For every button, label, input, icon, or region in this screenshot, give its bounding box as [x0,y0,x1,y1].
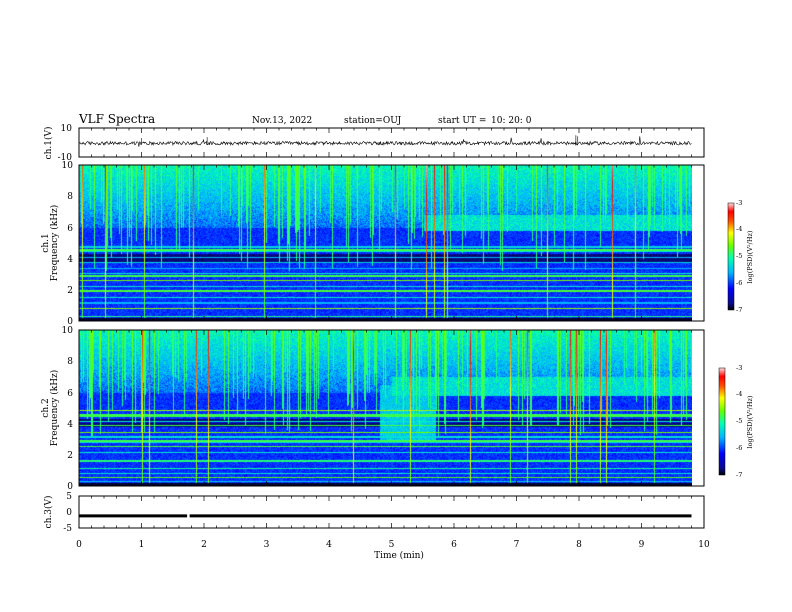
ch2-freq-tick-6: 6 [67,389,73,399]
x-tick-label: 1 [139,540,145,550]
ch3-ytick-mid: 0 [66,508,72,518]
ch2-colorbar: -3 -4 -5 -6 -7 log(PSD)(V²/Hz) [718,364,754,479]
x-tick-label: 6 [451,540,457,550]
ch1-spectrogram-image [79,165,692,321]
ch1-colorbar-tick-5: -5 [736,252,742,260]
x-tick-label: 3 [264,540,270,550]
x-tick-label: 9 [639,540,645,550]
ch2-freq-tick-10: 10 [62,326,74,336]
ch1-colorbar-tick-4: -4 [736,225,742,233]
ch1-ytick-top: 10 [61,124,73,134]
ch1-colorbar-label: log(PSD)(V²/Hz) [746,230,754,283]
x-tick-label: 7 [514,540,520,550]
x-tick-label: 8 [576,540,582,550]
ch3-waveform-ticks [78,496,705,528]
x-tick-label: 0 [76,540,82,550]
ch2-spectrogram-ylabel-channel: ch.2 [41,398,51,417]
ch1-colorbar: -3 -4 -5 -6 -7 log(PSD)(V²/Hz) [727,199,754,314]
x-axis-label: Time (min) [374,550,424,561]
ch2-colorbar-gradient [718,367,726,476]
ch1-freq-tick-2: 2 [67,286,73,296]
figure-title: VLF Spectra [78,112,155,126]
x-axis-tick-labels: 0 1 2 3 4 5 6 7 8 9 10 [76,540,710,550]
ch1-freq-tick-8: 8 [67,192,73,202]
ch1-spectrogram-ylabel-channel: ch.1 [41,233,51,252]
start-time-prefix: start UT = [438,116,486,126]
ch2-spectrogram-image [79,330,692,486]
ch2-spectrogram-panel: 0 2 4 6 8 10 ch.2 Frequency (kHz) [41,326,705,492]
ch3-waveform-frame [78,495,705,529]
ch2-colorbar-tick-3: -3 [736,364,742,372]
x-tick-label: 2 [201,540,207,550]
ch2-freq-tick-0: 0 [67,482,73,492]
ch2-colorbar-label: log(PSD)(V²/Hz) [746,395,754,448]
ch3-waveform-panel: 5 0 -5 ch.3(V) [43,492,705,534]
ch1-colorbar-tick-6: -6 [736,279,742,287]
ch1-colorbar-tick-3: -3 [736,199,742,207]
ch3-waveform-ylabel: ch.3(V) [43,496,54,529]
ch1-waveform-ylabel: ch.1(V) [43,127,54,160]
station-label: station=OUJ [344,116,402,126]
ch1-colorbar-tick-7: -7 [736,306,742,314]
x-tick-label: 4 [326,540,332,550]
ch1-waveform-ticks [78,128,705,157]
ch1-spectrogram-ticks [78,165,705,321]
ch1-freq-tick-6: 6 [67,224,73,234]
ch2-spectrogram-ylabel-freq: Frequency (kHz) [49,370,60,447]
ch1-waveform-panel: 10 -10 ch.1(V) [43,124,705,163]
ch3-ytick-top: 5 [66,492,72,502]
ch1-ytick-bottom: -10 [58,153,73,163]
ch1-waveform-trace [78,135,692,147]
x-tick-label: 5 [389,540,395,550]
date-label: Nov.13, 2022 [252,116,312,126]
ch2-colorbar-tick-7: -7 [736,471,742,479]
ch2-colorbar-tick-6: -6 [736,444,742,452]
ch1-spectrogram-panel: 0 2 4 6 8 10 ch.1 Frequency (kHz) [41,161,705,327]
start-time-value: 10: 20: 0 [491,116,532,126]
ch1-freq-tick-0: 0 [67,317,73,327]
ch2-freq-tick-4: 4 [67,420,73,430]
ch2-freq-tick-8: 8 [67,357,73,367]
x-tick-label: 10 [698,540,710,550]
ch1-colorbar-gradient [727,202,735,311]
ch1-spectrogram-ylabel-freq: Frequency (kHz) [49,205,60,282]
ch1-freq-tick-10: 10 [62,161,74,171]
ch2-colorbar-tick-5: -5 [736,417,742,425]
ch2-colorbar-tick-4: -4 [736,390,742,398]
ch1-freq-tick-4: 4 [67,255,73,265]
ch2-freq-tick-2: 2 [67,451,73,461]
ch2-spectrogram-ticks [78,330,705,486]
ch3-ytick-bottom: -5 [63,524,72,534]
